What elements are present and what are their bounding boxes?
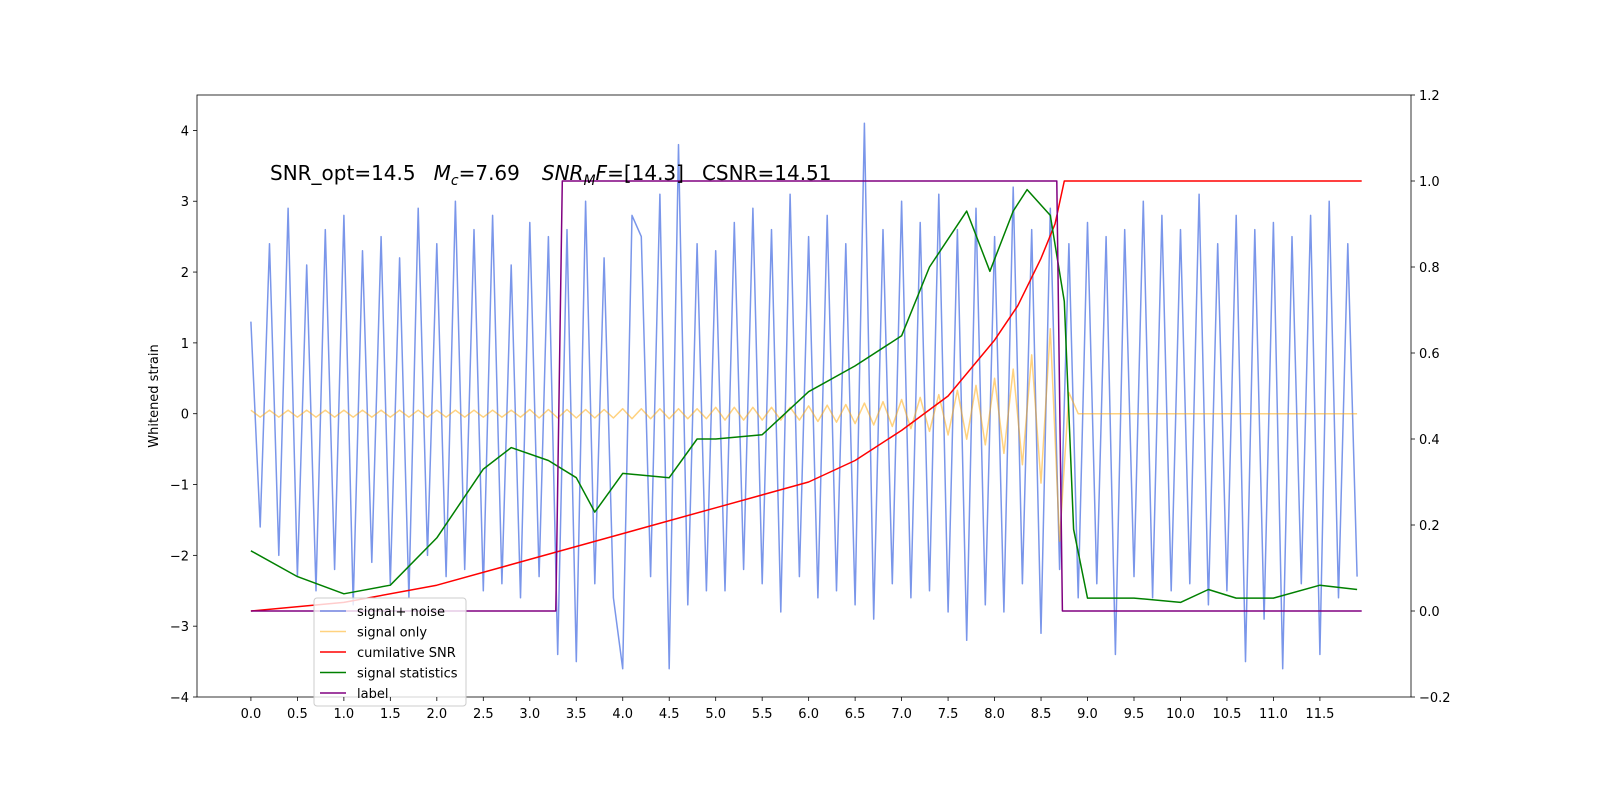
annotation-part: SNR [542,161,584,185]
x-tick-label: 1.0 [334,707,355,722]
x-tick-label: 10.0 [1166,707,1195,722]
y-tick-label: 1 [181,337,189,352]
y-tick-label: 2 [181,266,189,281]
y-tick-label: 0 [181,408,189,423]
y2-tick-label: 0.4 [1419,433,1440,448]
y-tick-label: 4 [181,124,189,139]
x-tick-label: 0.0 [241,707,262,722]
x-tick-label: 7.0 [891,707,912,722]
y2-tick-label: 0.6 [1419,347,1440,362]
x-tick-label: 11.0 [1259,707,1288,722]
x-tick-label: 4.0 [612,707,633,722]
y-tick-label: −3 [170,620,189,635]
x-tick-label: 10.5 [1212,707,1241,722]
annotation-part: =7.69 [459,161,520,185]
plot-area [250,122,1362,670]
y-tick-label: −1 [170,479,189,494]
x-tick-label: 6.5 [845,707,866,722]
x-tick-label: 3.0 [519,707,540,722]
legend-label: signal only [357,626,427,641]
legend-label: signal statistics [357,667,458,682]
annotation-part: F [596,161,608,185]
series-line [250,327,1358,542]
x-tick-label: 8.0 [984,707,1005,722]
axes-frame [196,94,1412,698]
annotation-part: c [451,173,459,189]
annotation-part: =[14.3] [607,161,684,185]
x-tick-label: 2.0 [426,707,447,722]
y2-tick-label: 1.2 [1419,89,1440,104]
annotation-part: CSNR=14.51 [702,161,832,185]
x-tick-label: 8.5 [1031,707,1052,722]
x-tick-label: 5.0 [705,707,726,722]
y-tick-label: −2 [170,549,189,564]
y-tick-label: −4 [170,691,189,706]
annotation-part: M [583,173,595,189]
x-tick-label: 2.5 [473,707,494,722]
x-tick-label: 9.0 [1077,707,1098,722]
legend-label: label [357,687,388,702]
annotation-part: SNR_opt=14.5 [270,161,416,185]
y-axis-label: Whitened strain [147,344,162,447]
series-line [250,180,1362,612]
x-tick-label: 6.0 [798,707,819,722]
x-tick-label: 9.5 [1124,707,1145,722]
y2-tick-label: 0.0 [1419,605,1440,620]
x-tick-label: 0.5 [287,707,308,722]
x-tick-label: 1.5 [380,707,401,722]
y2-tick-label: −0.2 [1419,691,1451,706]
legend-label: cumilative SNR [357,646,456,661]
y-tick-label: 3 [181,195,189,210]
y2-tick-label: 0.8 [1419,261,1440,276]
x-tick-label: 7.5 [938,707,959,722]
annotation: SNR_opt=14.5 Mc=7.69 SNRMF=[14.3] CSNR=14.5… [270,161,832,189]
series-line [250,180,1362,612]
y2-tick-label: 0.2 [1419,519,1440,534]
series-line [250,188,1358,604]
y2-tick-label: 1.0 [1419,175,1440,190]
x-tick-label: 3.5 [566,707,587,722]
annotation-part: M [434,161,451,185]
legend-label: signal+ noise [357,605,445,620]
legend: signal+ noise signal only cumilative SNR si… [313,597,467,707]
x-tick-label: 5.5 [752,707,773,722]
legend-box [313,597,467,707]
x-tick-label: 4.5 [659,707,680,722]
x-tick-label: 11.5 [1305,707,1334,722]
series-line [250,122,1358,670]
